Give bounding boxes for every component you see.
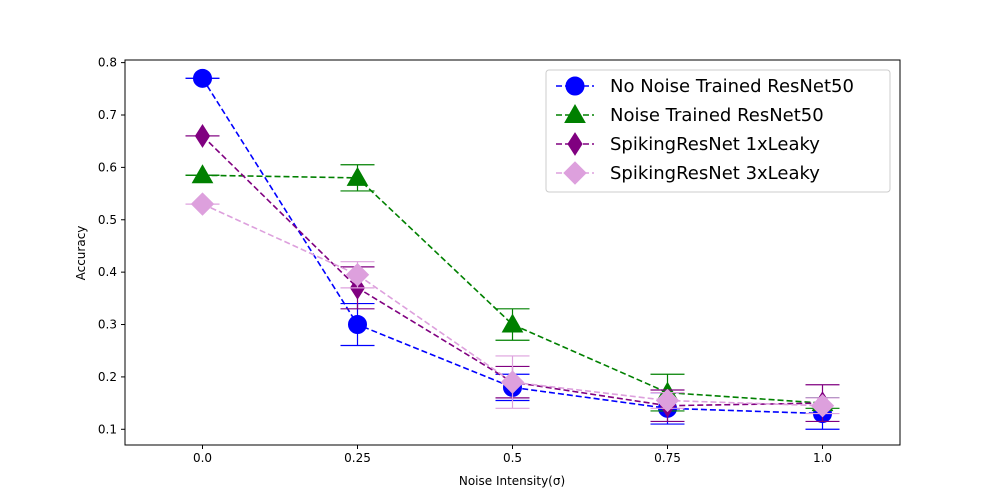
legend-label: SpikingResNet 3xLeaky bbox=[610, 163, 820, 184]
data-point bbox=[501, 313, 524, 333]
y-tick-label: 0.4 bbox=[98, 265, 117, 279]
x-tick-label: 0.0 bbox=[193, 451, 212, 465]
axes-layer: 0.0 0.25 0.5 0.75 1.0 0.1 0.2 0.3 0.4 0.5 0.6 0.7 0.… bbox=[98, 56, 901, 465]
series-line bbox=[202, 203, 823, 407]
data-point bbox=[193, 68, 212, 88]
data-point bbox=[810, 394, 835, 418]
data-point bbox=[348, 315, 367, 335]
legend-item-2: Noise Trained ResNet50 bbox=[556, 103, 824, 126]
x-tick-label: 0.25 bbox=[344, 451, 371, 465]
x-axis-title: Noise Intensity(σ) bbox=[459, 474, 565, 488]
data-point bbox=[655, 388, 680, 413]
y-tick-label: 0.3 bbox=[98, 318, 117, 332]
legend-marker bbox=[563, 161, 587, 185]
series-layer bbox=[185, 68, 840, 430]
series-line bbox=[201, 77, 823, 415]
x-tick-label: 1.0 bbox=[813, 451, 832, 465]
x-tick-label: 0.5 bbox=[503, 451, 522, 465]
legend-item-3: SpikingResNet 1xLeaky bbox=[556, 132, 820, 156]
legend-label: No Noise Trained ResNet50 bbox=[610, 76, 854, 97]
legend-marker bbox=[565, 76, 585, 96]
data-point bbox=[500, 370, 525, 394]
legend-marker bbox=[567, 132, 583, 156]
y-axis-title: Accuracy bbox=[74, 226, 88, 281]
legend-item-4: SpikingResNet 3xLeaky bbox=[556, 161, 820, 185]
data-point bbox=[345, 263, 370, 287]
y-tick-label: 0.7 bbox=[98, 108, 117, 122]
legend-marker bbox=[564, 103, 586, 123]
data-point bbox=[194, 124, 211, 148]
legend-box bbox=[545, 69, 891, 193]
y-tick-label: 0.5 bbox=[98, 213, 117, 227]
legend-label: SpikingResNet 1xLeaky bbox=[610, 134, 820, 155]
data-point bbox=[346, 166, 369, 186]
series-line bbox=[202, 174, 823, 404]
y-tick-label: 0.6 bbox=[98, 160, 117, 174]
y-tick-label: 0.1 bbox=[98, 422, 117, 436]
legend-item-1: No Noise Trained ResNet50 bbox=[556, 76, 854, 97]
x-tick-label: 0.75 bbox=[654, 451, 681, 465]
data-point bbox=[190, 192, 215, 216]
series-4 bbox=[185, 192, 840, 418]
y-tick-label: 0.2 bbox=[98, 370, 117, 384]
legend: No Noise Trained ResNet50 Noise Trained R… bbox=[545, 69, 891, 193]
y-tick-label: 0.8 bbox=[98, 56, 117, 70]
data-point bbox=[191, 164, 214, 184]
legend-label: Noise Trained ResNet50 bbox=[610, 105, 824, 126]
